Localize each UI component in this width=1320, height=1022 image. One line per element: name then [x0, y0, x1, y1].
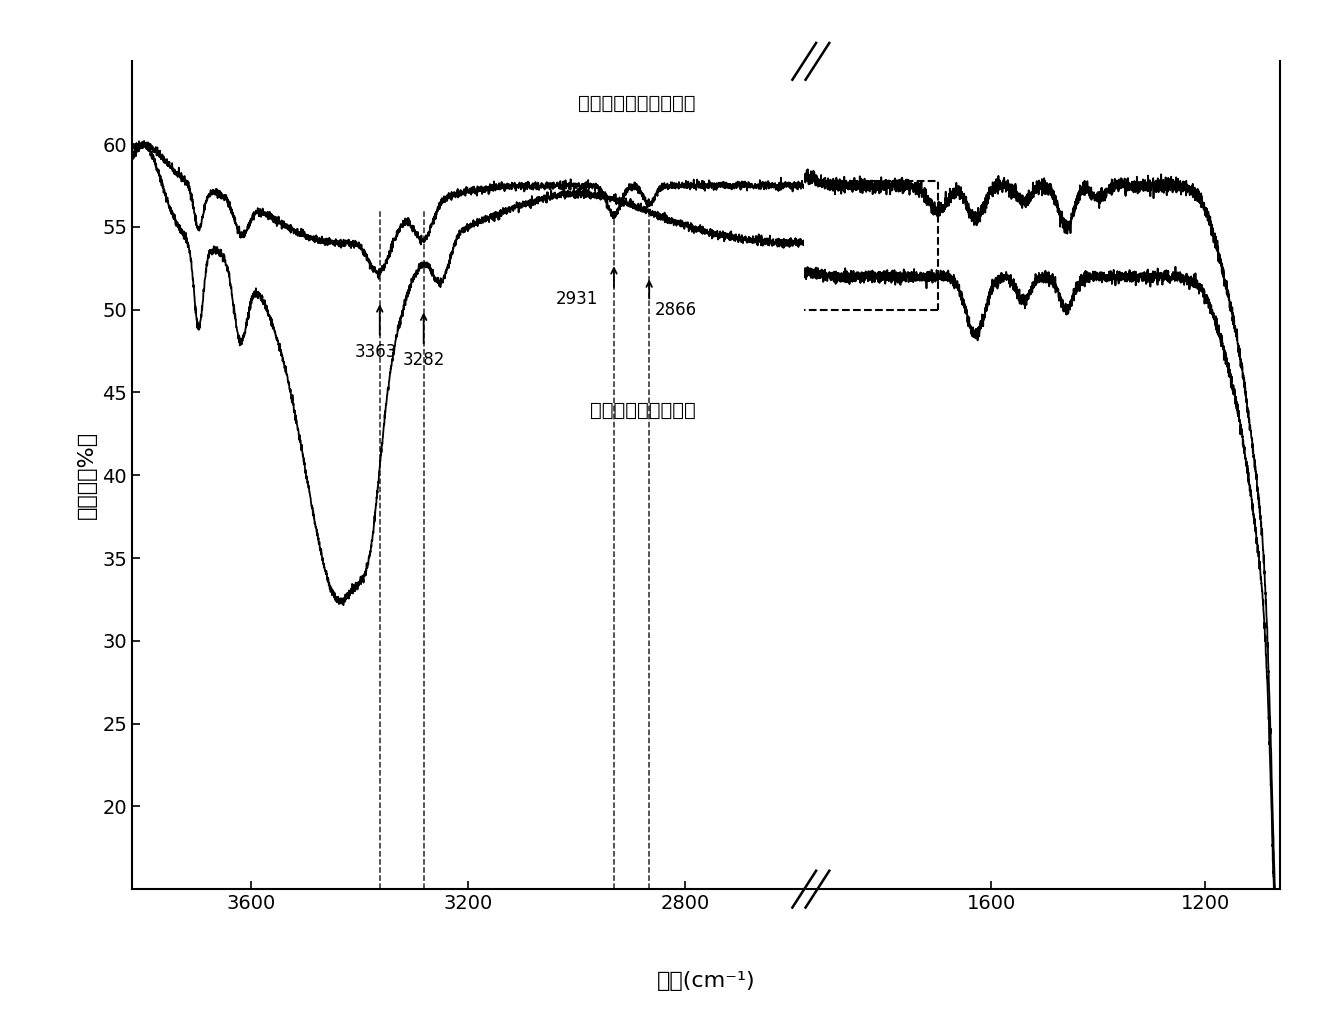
Text: 改性后的埃洛石纳米管: 改性后的埃洛石纳米管: [578, 94, 696, 113]
Text: 波数(cm⁻¹): 波数(cm⁻¹): [657, 971, 755, 991]
Text: 未改性埃洛石纳米管: 未改性埃洛石纳米管: [590, 401, 696, 420]
Y-axis label: 透过率（%）: 透过率（%）: [77, 431, 96, 519]
Text: 2931: 2931: [556, 290, 598, 308]
Text: 3363: 3363: [354, 342, 396, 361]
Text: 2866: 2866: [655, 301, 697, 320]
Text: 3282: 3282: [403, 352, 445, 369]
Bar: [634, 181, 939, 310]
